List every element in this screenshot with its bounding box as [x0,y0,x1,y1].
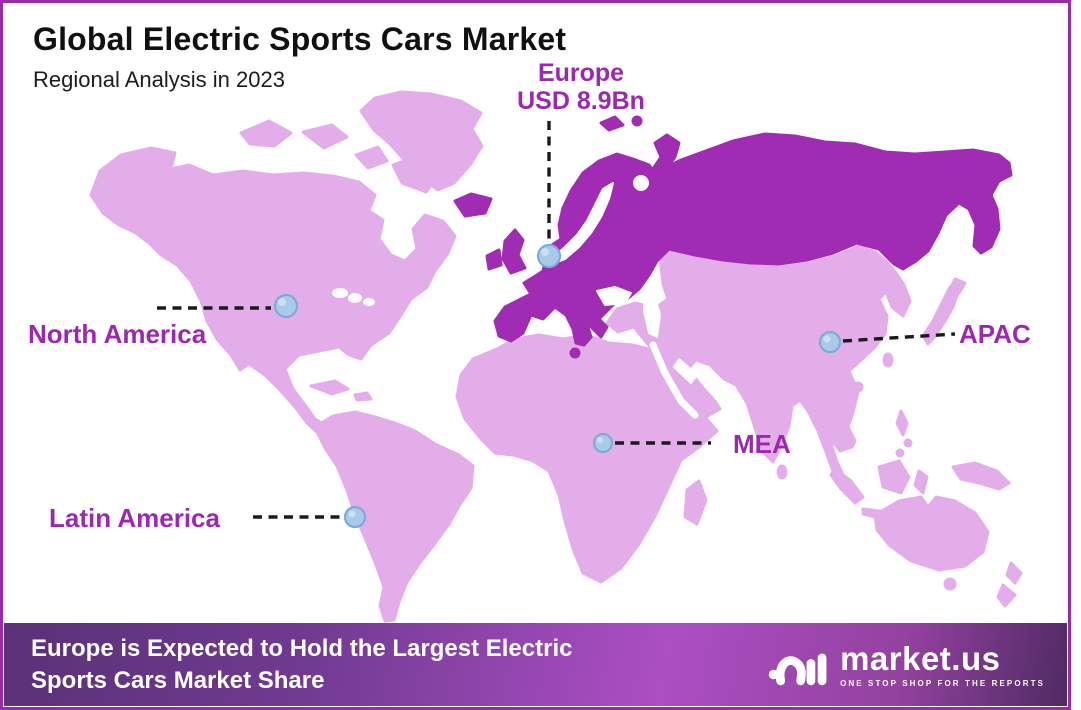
page-title: Global Electric Sports Cars Market [33,21,567,57]
landmass-africa [455,333,719,584]
banner-text: Europe is Expected to Hold the Largest E… [31,633,572,697]
landmass-japan [921,277,967,346]
marker-latin-america [343,505,367,529]
label-north-america: North America [28,319,207,349]
banner-line-1: Europe is Expected to Hold the Largest E… [31,634,573,662]
banner-line-2: Sports Cars Market Share [31,666,325,694]
label-europe: Europe USD 8.9Bn [500,59,662,115]
bottom-banner: Europe is Expected to Hold the Largest E… [4,623,1067,706]
sea-overlays [643,292,699,419]
connector-apac [842,332,956,343]
label-apac: APAC [959,319,1031,349]
label-europe-value: USD 8.9Bn [517,87,645,115]
landmass-southeast-asia [829,409,1011,522]
region-europe-highlighted [453,115,1013,359]
brand-tagline: ONE STOP SHOP FOR THE REPORTS [840,678,1045,688]
logo-text: market.us ONE STOP SHOP FOR THE REPORTS [840,642,1045,688]
landmass-north-america [89,90,484,446]
brand-logo: market.us ONE STOP SHOP FOR THE REPORTS [768,638,1045,692]
marker-mea [592,432,614,454]
page-subtitle: Regional Analysis in 2023 [33,67,285,92]
landmass-australia [873,495,1023,608]
marker-apac [818,330,842,354]
header: Global Electric Sports Cars Market Regio… [33,21,566,93]
world-map [89,90,1023,623]
marker-north-america [273,293,299,319]
market-us-icon [768,652,827,685]
brand-name: market.us [840,639,1001,677]
label-mea: MEA [733,429,791,459]
label-europe-name: Europe [537,59,625,87]
marker-europe [536,243,562,269]
label-latin-america: Latin America [49,503,220,533]
